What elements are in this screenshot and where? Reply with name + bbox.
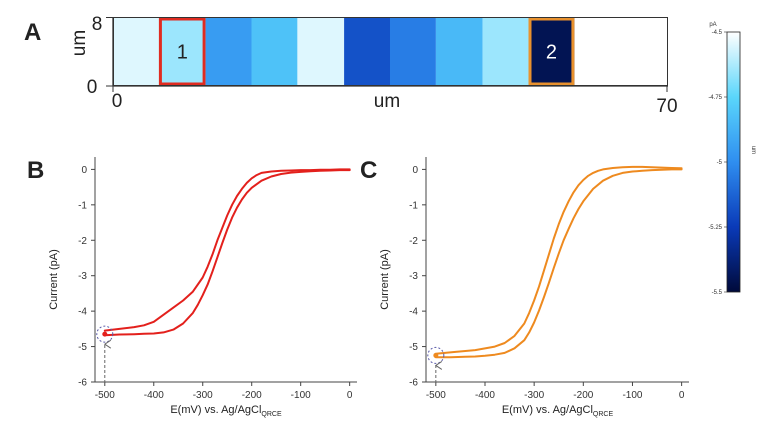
heatmap-x-tick-label: 70 [656,96,677,117]
heatmap-cell [158,17,206,86]
y-tick-label: -1 [409,200,418,211]
x-tick-label: -400 [475,390,495,401]
x-tick-label: -100 [622,390,642,401]
colorbar-gradient [726,31,741,293]
panel-label-a: A [24,19,41,46]
x-tick-label: -200 [573,390,593,401]
x-tick-label: 0 [679,390,685,401]
x-tick-label: -500 [426,390,446,401]
y-tick-label: -5 [78,342,87,353]
x-axis-title: E(mV) vs. Ag/AgClQRCE [502,404,614,418]
heatmap-cell-label: 2 [546,42,557,64]
colorbar-unit: pA [709,22,716,28]
heatmap-x-tick-label: 0 [112,91,123,112]
y-axis-title: Current (pA) [48,249,60,310]
heatmap-cell [251,17,298,86]
heatmap-cell-label: 1 [177,42,188,64]
y-tick-label: 0 [412,165,418,176]
y-tick-label: -5 [409,342,418,353]
cv-panel-c: 0 -1 -2 -3 -4 -5 -6 -500 -400 -300 -200 -100 0 E(mV) … [379,157,689,418]
x-tick-label: -500 [95,390,115,401]
y-tick-label: -3 [78,271,87,282]
cv-reverse-sweep [103,169,351,337]
colorbar: pA -4.5 -4.75 -5 -5.25 -5.5 um [708,22,756,296]
heatmap-cell [435,17,483,86]
heatmap-y-tick-label: 0 [87,77,98,98]
y-axis-title: Current (pA) [379,249,391,310]
colorbar-tick-label: -5 [717,160,723,166]
y-tick-label: -2 [409,236,418,247]
colorbar-side-label: um [750,146,756,154]
heatmap-cell [113,17,159,86]
colorbar-tick-label: -5.5 [712,290,723,296]
y-tick-label: 0 [81,165,87,176]
x-tick-label: -100 [291,390,311,401]
panel-label-b: B [27,157,44,184]
x-tick-label: -300 [193,390,213,401]
cv-panel-b: 0 -1 -2 -3 -4 -5 -6 -500 -400 -300 -200 -100 0 E(mV) … [48,157,357,418]
y-tick-label: -2 [78,236,87,247]
heatmap-y-axis-label: um [69,30,90,56]
start-point-dot [433,352,439,358]
y-tick-label: -4 [78,307,87,318]
y-tick-label: -3 [409,271,418,282]
heatmap-panel-a: 1 2 8 0 um 0 70 um [69,14,678,117]
heatmap-cell [528,17,575,86]
y-tick-label: -6 [409,378,418,389]
heatmap-y-tick-label: 8 [92,14,103,35]
colorbar-tick-label: -5.25 [708,225,722,231]
x-tick-label: -300 [524,390,544,401]
x-axis-title: E(mV) vs. Ag/AgClQRCE [170,404,282,418]
colorbar-tick-label: -4.75 [708,95,722,101]
heatmap-cell [297,17,345,86]
start-point-dot [102,331,108,337]
y-tick-label: -1 [78,200,87,211]
y-tick-label: -4 [409,307,418,318]
cv-reverse-sweep [434,168,683,359]
panel-label-c: C [360,157,377,184]
x-tick-label: -200 [242,390,262,401]
heatmap-cell [482,17,529,86]
heatmap-cell [205,17,252,86]
heatmap-cell [390,17,436,86]
cv-forward-sweep [434,165,683,355]
y-tick-label: -6 [78,378,87,389]
heatmap-x-axis-label: um [374,91,400,112]
heatmap-cell [344,17,390,86]
x-tick-label: 0 [347,390,353,401]
cv-forward-sweep [103,168,351,332]
colorbar-tick-label: -4.5 [712,30,723,36]
x-tick-label: -400 [144,390,164,401]
